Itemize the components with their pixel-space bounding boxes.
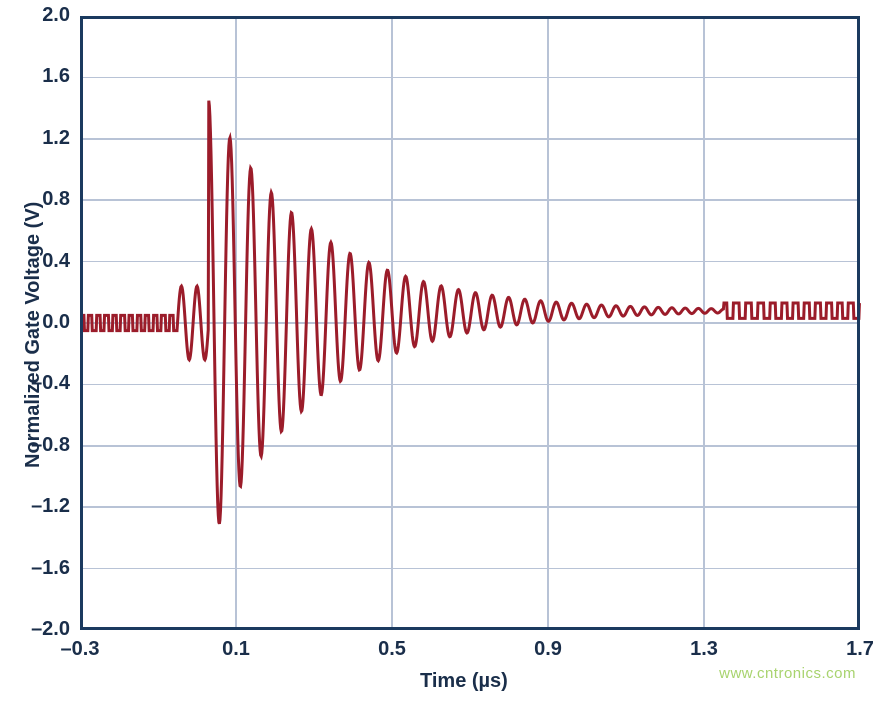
y-tick-label: 1.2 <box>0 127 70 150</box>
chart-container: { "chart": { "type": "line", "width_px":… <box>0 0 874 708</box>
plot-mask <box>863 0 874 708</box>
y-tick-label: 2.0 <box>0 4 70 27</box>
y-tick-label: 1.6 <box>0 65 70 88</box>
y-tick-label: –1.2 <box>0 495 70 518</box>
plot-area <box>80 16 860 630</box>
x-axis-title: Time (µs) <box>420 670 508 693</box>
x-tick-label: 0.5 <box>367 638 417 661</box>
y-axis-title: Normalized Gate Voltage (V) <box>22 202 45 468</box>
y-tick-label: –1.6 <box>0 557 70 580</box>
x-tick-label: 1.7 <box>835 638 874 661</box>
x-tick-label: –0.3 <box>55 638 105 661</box>
y-tick-label: –2.0 <box>0 618 70 641</box>
x-tick-label: 1.3 <box>679 638 729 661</box>
x-tick-label: 0.1 <box>211 638 261 661</box>
plot-mask <box>0 0 874 16</box>
watermark: www.cntronics.com <box>719 665 856 682</box>
x-tick-label: 0.9 <box>523 638 573 661</box>
